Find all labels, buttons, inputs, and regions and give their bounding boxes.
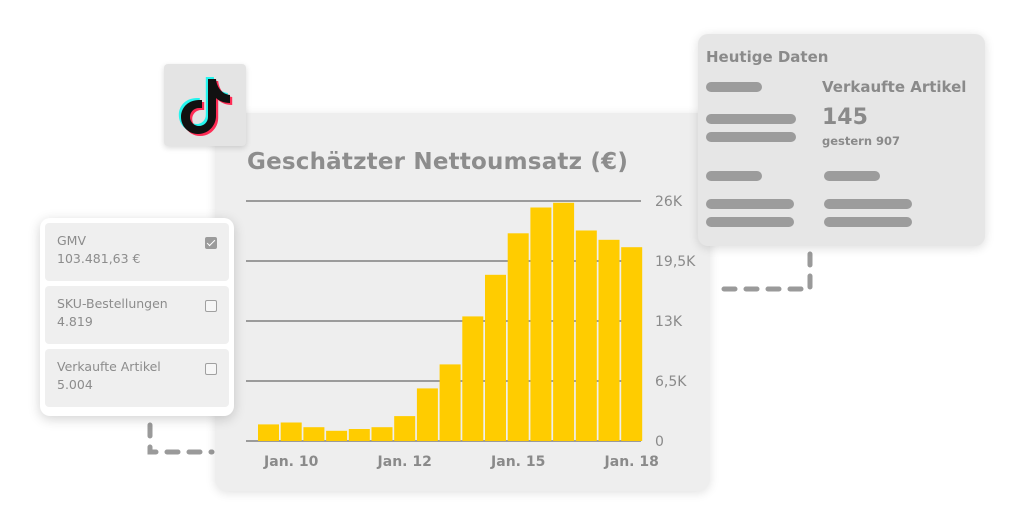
today-data-panel: Heutige Daten Verkaufte Artikel 145 gest… xyxy=(698,34,985,246)
bar[interactable] xyxy=(371,427,393,441)
bar[interactable] xyxy=(598,239,620,441)
bar[interactable] xyxy=(280,422,302,442)
metric-value: 4.819 xyxy=(57,314,93,329)
y-tick-label: 6,5K xyxy=(655,374,687,390)
today-metric-value: 145 xyxy=(822,105,868,130)
placeholder-bar xyxy=(824,171,880,181)
metric-items-sold[interactable]: Verkaufte Artikel 5.004 xyxy=(45,349,229,407)
bar[interactable] xyxy=(348,429,370,441)
bar[interactable] xyxy=(303,427,325,441)
x-tick-label: Jan. 18 xyxy=(604,454,659,470)
tiktok-logo-tile xyxy=(164,64,246,146)
placeholder-bar xyxy=(706,132,796,142)
x-tick-label: Jan. 10 xyxy=(263,454,319,470)
bar[interactable] xyxy=(462,316,484,441)
bar[interactable] xyxy=(326,430,348,441)
metric-label: SKU-Bestellungen xyxy=(57,296,168,311)
chart-title: Geschätzter Nettoumsatz (€) xyxy=(247,149,629,175)
placeholder-bar xyxy=(706,199,794,209)
bar[interactable] xyxy=(258,424,279,441)
metric-sku-orders[interactable]: SKU-Bestellungen 4.819 xyxy=(45,286,229,344)
x-tick-label: Jan. 15 xyxy=(490,454,545,470)
metrics-panel: GMV 103.481,63 € SKU-Bestellungen 4.819 … xyxy=(40,218,234,416)
bar[interactable] xyxy=(621,247,643,441)
today-comparison: gestern 907 xyxy=(822,134,901,148)
metric-gmv[interactable]: GMV 103.481,63 € xyxy=(45,223,229,281)
today-title: Heutige Daten xyxy=(706,48,829,66)
y-tick-label: 19,5K xyxy=(655,254,696,270)
placeholder-bar xyxy=(824,217,912,227)
metric-label: Verkaufte Artikel xyxy=(57,359,161,374)
today-metric-label: Verkaufte Artikel xyxy=(822,78,967,96)
bar[interactable] xyxy=(394,416,416,441)
metric-checkbox[interactable] xyxy=(205,237,217,249)
bar[interactable] xyxy=(439,364,461,441)
metric-value: 103.481,63 € xyxy=(57,251,141,266)
placeholder-bar xyxy=(706,217,794,227)
bar[interactable] xyxy=(485,274,506,441)
revenue-chart-card: 26K 19,5K 13K 6,5K 0 Jan. 10 Jan. 12 Jan. 15 Jan… xyxy=(215,113,710,491)
bar[interactable] xyxy=(575,230,597,442)
bar[interactable] xyxy=(530,207,552,442)
metric-checkbox[interactable] xyxy=(205,363,217,375)
y-tick-label: 13K xyxy=(655,314,683,330)
bar[interactable] xyxy=(507,233,529,441)
metric-value: 5.004 xyxy=(57,377,93,392)
revenue-chart: 26K 19,5K 13K 6,5K 0 Jan. 10 Jan. 12 Jan. 15 Jan… xyxy=(246,194,696,470)
metric-checkbox[interactable] xyxy=(205,300,217,312)
placeholder-bar xyxy=(706,114,796,124)
placeholder-bar xyxy=(824,199,912,209)
bar[interactable] xyxy=(416,388,438,441)
y-tick-label: 26K xyxy=(655,194,683,210)
x-tick-label: Jan. 12 xyxy=(377,454,432,470)
placeholder-bar xyxy=(706,82,762,92)
placeholder-bar xyxy=(706,171,762,181)
y-tick-label: 0 xyxy=(655,434,664,450)
tiktok-logo-icon xyxy=(178,77,233,136)
metric-label: GMV xyxy=(57,233,87,248)
bar[interactable] xyxy=(553,202,575,441)
